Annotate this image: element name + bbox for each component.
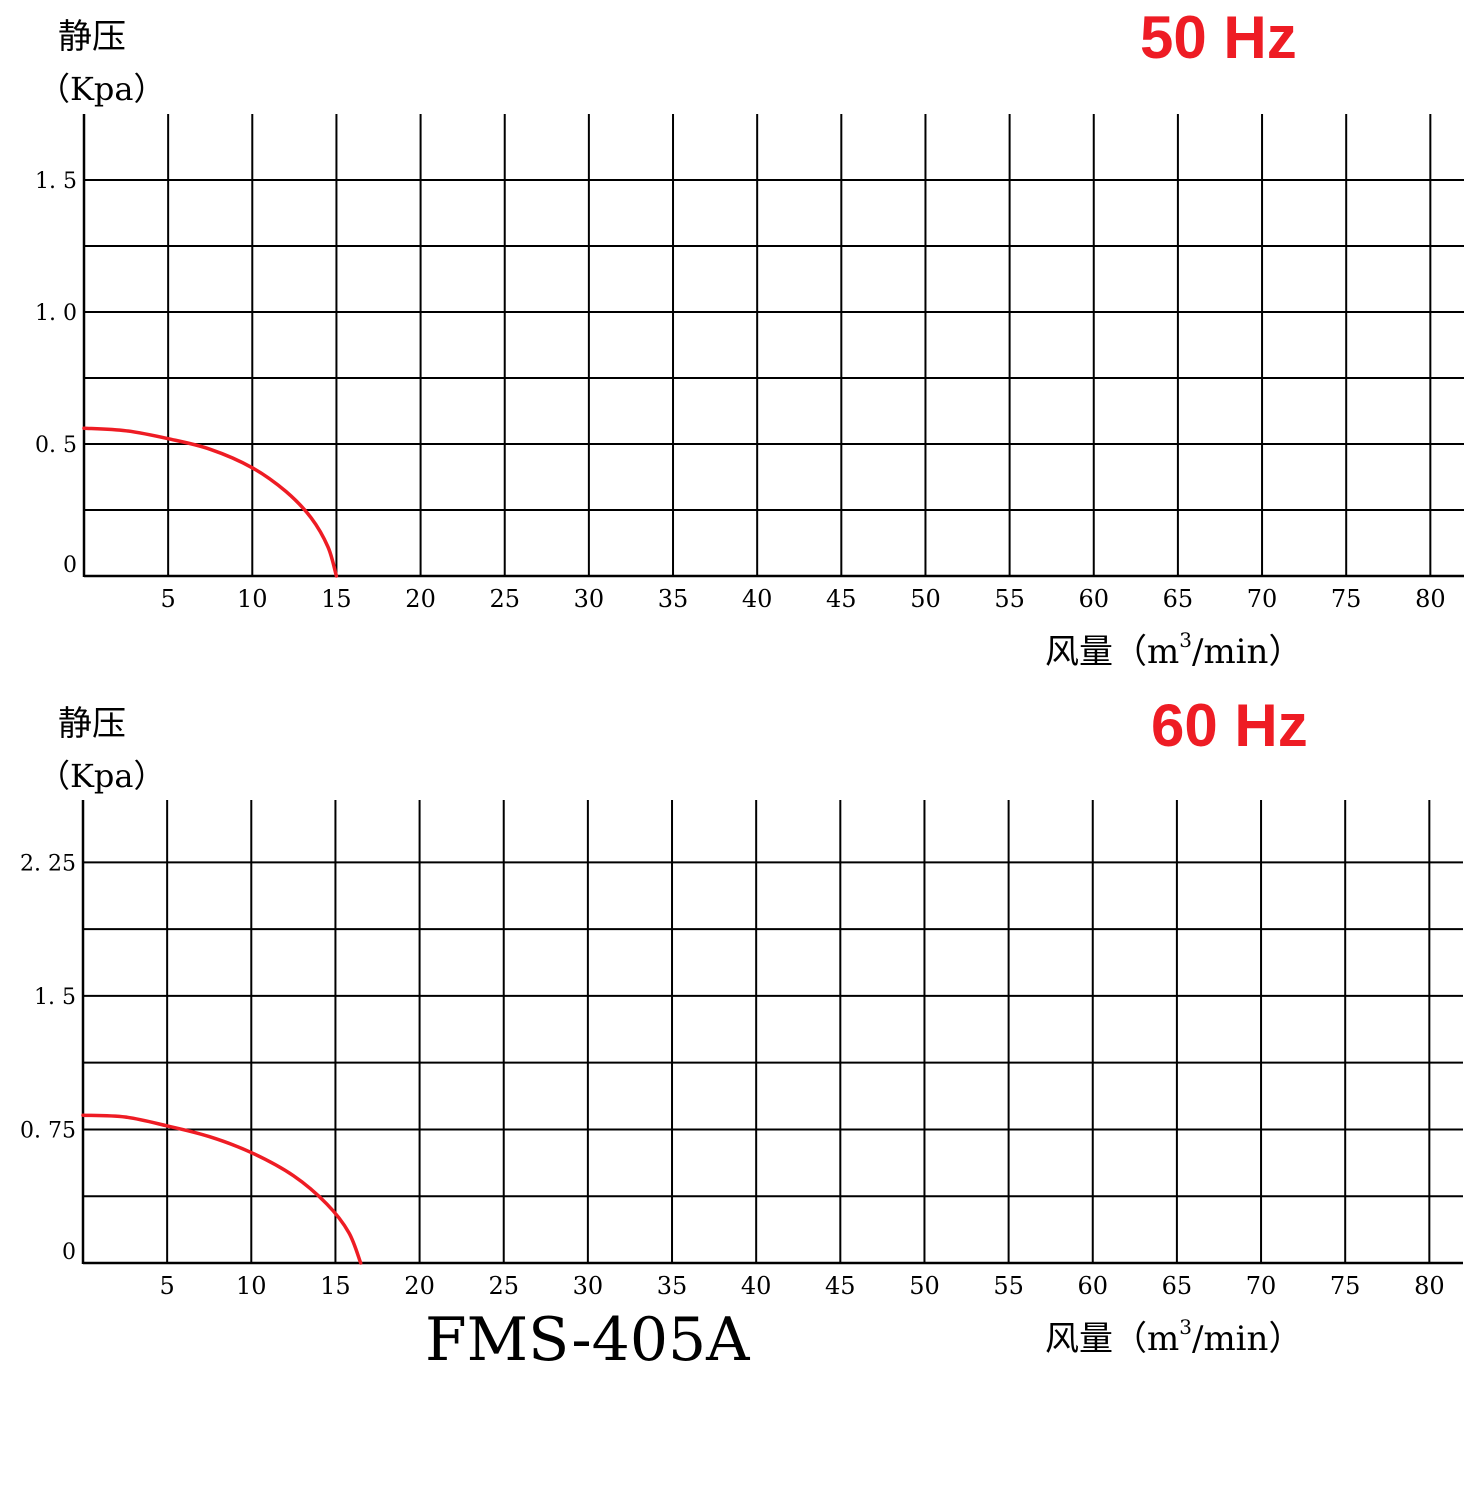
x-tick-label: 45	[825, 1272, 856, 1300]
y-tick-label: 0	[63, 553, 77, 578]
x-tick-label: 80	[1415, 585, 1446, 613]
x-tick-label: 30	[573, 1272, 604, 1300]
x-tick-label: 50	[910, 585, 941, 613]
x-tick-label: 50	[909, 1272, 940, 1300]
x-tick-label: 60	[1077, 1272, 1108, 1300]
y-tick-label: 1. 5	[35, 169, 77, 194]
y-tick-label: 0	[62, 1240, 76, 1265]
x-tick-label: 25	[488, 1272, 519, 1300]
x-tick-label: 55	[994, 585, 1025, 613]
chart-1: 5 10 15 20 25 30 35 40 45 50 55 60 65 70 75 80 0 0. 5 1. 0…	[35, 4, 1464, 672]
x-tick-label: 20	[404, 1272, 435, 1300]
y-tick-label: 0. 75	[20, 1118, 76, 1143]
y-axis-label: 静压	[58, 18, 126, 56]
x-tick-label: 65	[1162, 1272, 1193, 1300]
y-tick-label: 1. 5	[34, 985, 76, 1010]
x-axis-label: 风量（m3/min）	[1045, 628, 1302, 672]
y-tick-label: 0. 5	[35, 433, 77, 458]
x-tick-label: 40	[741, 1272, 772, 1300]
x-tick-label: 70	[1247, 585, 1278, 613]
x-tick-label: 15	[321, 585, 352, 613]
x-tick-label: 75	[1330, 1272, 1361, 1300]
y-axis-unit: （Kpa）	[38, 70, 165, 108]
x-tick-label: 70	[1246, 1272, 1277, 1300]
x-tick-label: 20	[405, 585, 436, 613]
x-tick-label: 30	[574, 585, 605, 613]
x-tick-label: 40	[742, 585, 773, 613]
x-tick-label: 35	[658, 585, 689, 613]
x-tick-label: 45	[826, 585, 857, 613]
pressure-flow-curve	[81, 1113, 363, 1265]
x-tick-label: 10	[237, 585, 268, 613]
x-tick-label: 80	[1414, 1272, 1445, 1300]
x-tick-label: 35	[657, 1272, 688, 1300]
x-tick-label: 10	[236, 1272, 267, 1300]
x-tick-label: 15	[320, 1272, 351, 1300]
y-tick-label: 2. 25	[20, 851, 76, 876]
x-tick-label: 65	[1163, 585, 1194, 613]
y-tick-label: 1. 0	[35, 301, 77, 326]
y-axis-unit: （Kpa）	[38, 757, 165, 795]
frequency-title: 60 Hz	[1151, 692, 1308, 759]
chart-2: 5 10 15 20 25 30 35 40 45 50 55 60 65 70 75 80 0 0. 75 1. …	[20, 692, 1463, 1359]
model-label: FMS-405A	[425, 1305, 750, 1375]
x-tick-label: 55	[993, 1272, 1024, 1300]
frequency-title: 50 Hz	[1140, 4, 1297, 71]
x-tick-label: 60	[1078, 585, 1109, 613]
x-tick-label: 5	[160, 1272, 175, 1300]
x-tick-label: 75	[1331, 585, 1362, 613]
x-axis-label: 风量（m3/min）	[1045, 1315, 1302, 1359]
x-tick-label: 5	[161, 585, 176, 613]
pressure-flow-curve	[82, 426, 339, 578]
y-axis-label: 静压	[58, 705, 126, 743]
x-tick-label: 25	[489, 585, 520, 613]
